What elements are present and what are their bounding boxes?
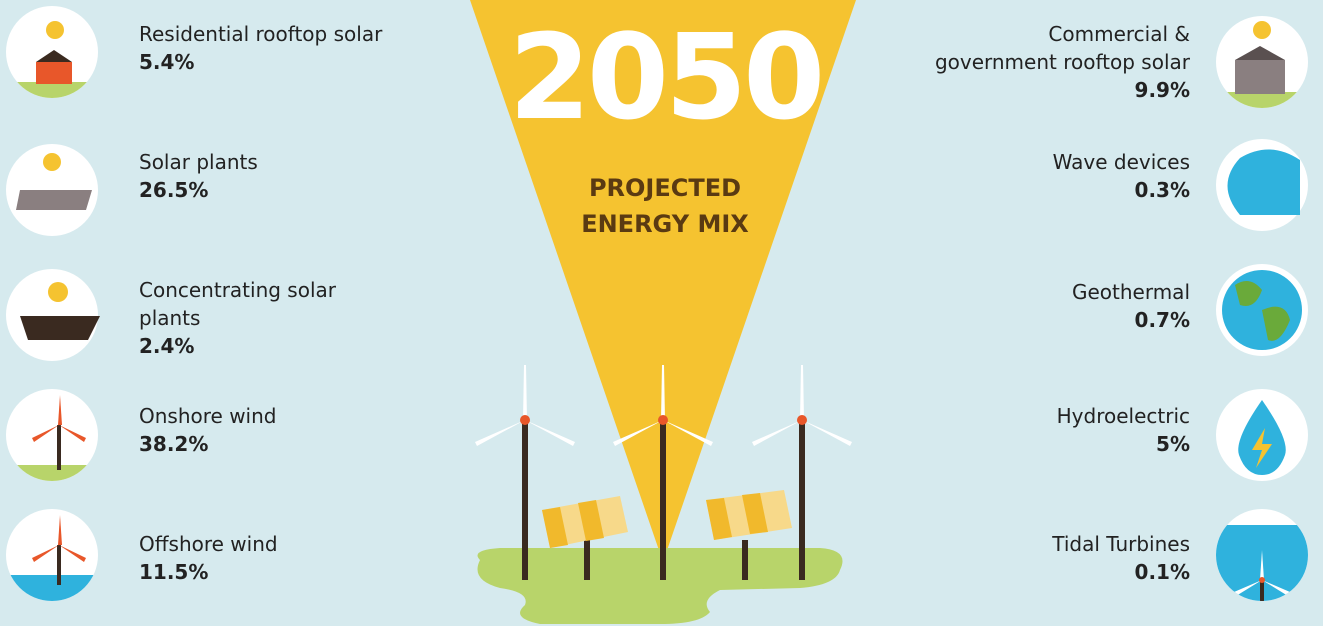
item-value: 2.4% [139, 332, 459, 360]
item-label: Solar plants [139, 148, 459, 176]
item-label: Onshore wind [139, 402, 459, 430]
page: {"header":{"title":"2050","subtitle":"PR… [0, 0, 1323, 626]
item-value: 38.2% [139, 430, 459, 458]
item-value: 5.4% [139, 48, 459, 76]
item-label: Geothermal [830, 278, 1190, 306]
item-value: 5% [830, 430, 1190, 458]
item-value: 9.9% [830, 76, 1190, 104]
item-label: Concentrating solar plants [139, 276, 459, 332]
item-value: 11.5% [139, 558, 459, 586]
item-label: Commercial & government rooftop solar [830, 20, 1190, 76]
item-label: Offshore wind [139, 530, 459, 558]
wind-turbines [475, 365, 852, 580]
item-value: 0.3% [830, 176, 1190, 204]
item-value: 26.5% [139, 176, 459, 204]
title: 2050 [460, 8, 870, 146]
right-icons [1200, 16, 1323, 620]
item-value: 0.1% [830, 558, 1190, 586]
item-value: 0.7% [830, 306, 1190, 334]
item-label: Hydroelectric [830, 402, 1190, 430]
left-icons [0, 6, 110, 605]
item-label: Residential rooftop solar [139, 20, 459, 48]
item-label: Wave devices [830, 148, 1190, 176]
subtitle: PROJECTED ENERGY MIX [520, 170, 810, 242]
item-label: Tidal Turbines [830, 530, 1190, 558]
